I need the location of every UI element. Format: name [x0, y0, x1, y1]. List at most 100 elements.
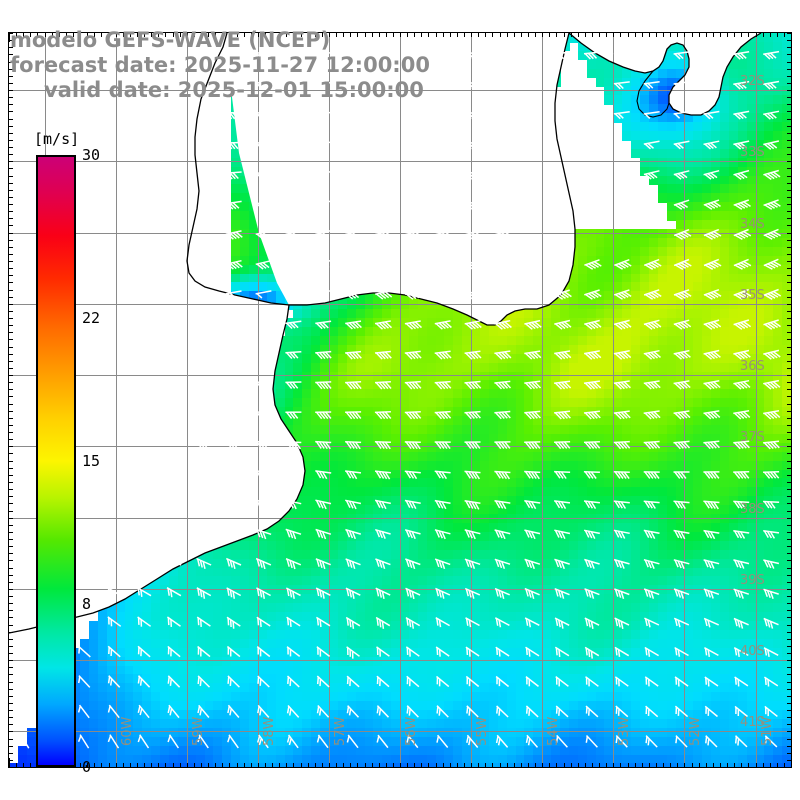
- raster-cell: [684, 157, 694, 168]
- raster-cell: [755, 273, 766, 284]
- raster-cell: [657, 282, 668, 292]
- raster-cell: [675, 220, 686, 230]
- raster-cell: [746, 148, 757, 159]
- raster-cell: [693, 264, 703, 275]
- raster-cell: [515, 335, 526, 346]
- raster-cell: [719, 193, 730, 203]
- raster-cell: [577, 237, 588, 248]
- raster-cell: [782, 104, 791, 114]
- raster-cell: [675, 300, 686, 310]
- raster-cell: [764, 184, 774, 194]
- raster-cell: [719, 255, 730, 266]
- raster-cell: [631, 335, 641, 346]
- raster-cell: [702, 282, 712, 292]
- raster-cell: [444, 335, 454, 346]
- raster-cell: [675, 309, 686, 319]
- raster-cell: [693, 122, 703, 132]
- raster-cell: [773, 237, 783, 248]
- raster-cell: [320, 327, 330, 337]
- raster-cell: [746, 291, 757, 301]
- raster-cell: [773, 300, 783, 310]
- raster-cell: [666, 122, 677, 132]
- raster-cell: [755, 318, 766, 328]
- raster-cell: [453, 327, 463, 337]
- raster-cell: [755, 211, 766, 221]
- raster-cell: [604, 246, 614, 257]
- raster-cell: [782, 229, 791, 239]
- raster-cell: [773, 148, 783, 159]
- raster-cell: [684, 211, 694, 221]
- raster-cell: [506, 327, 517, 337]
- raster-cell: [755, 255, 766, 266]
- raster-cell: [693, 184, 703, 194]
- raster-cell: [693, 175, 703, 186]
- raster-cell: [631, 246, 641, 257]
- raster-cell: [328, 335, 339, 346]
- raster-cell: [693, 282, 703, 292]
- raster-cell: [604, 300, 614, 310]
- raster-cell: [711, 327, 721, 337]
- raster-cell: [711, 184, 721, 194]
- raster-cell: [702, 148, 712, 159]
- raster-cell: [657, 148, 668, 159]
- raster-cell: [693, 255, 703, 266]
- raster-cell: [746, 309, 757, 319]
- raster-cell: [631, 131, 641, 141]
- raster-cell: [373, 327, 383, 337]
- raster-cell: [728, 291, 739, 301]
- raster-cell: [728, 327, 739, 337]
- raster-cell: [782, 237, 791, 248]
- raster-cell: [684, 184, 694, 194]
- raster-cell: [657, 318, 668, 328]
- raster-cell: [639, 131, 650, 141]
- raster-cell: [711, 246, 721, 257]
- raster-cell: [782, 86, 791, 96]
- raster-cell: [764, 220, 774, 230]
- raster-cell: [693, 229, 703, 239]
- raster-cell: [648, 246, 659, 257]
- raster-cell: [755, 264, 766, 275]
- raster-cell: [648, 237, 659, 248]
- raster-cell: [782, 122, 791, 132]
- raster-cell: [746, 264, 757, 275]
- raster-cell: [648, 300, 659, 310]
- raster-cell: [728, 193, 739, 203]
- raster-cell: [737, 131, 748, 141]
- raster-cell: [693, 113, 703, 123]
- raster-cell: [719, 229, 730, 239]
- raster-cell: [675, 282, 686, 292]
- raster-cell: [684, 175, 694, 186]
- raster-cell: [631, 264, 641, 275]
- raster-cell: [728, 202, 739, 212]
- raster-cell: [622, 122, 632, 132]
- raster-cell: [782, 166, 791, 177]
- raster-cell: [373, 335, 383, 346]
- raster-cell: [471, 327, 481, 337]
- raster-cell: [631, 237, 641, 248]
- raster-cell: [782, 318, 791, 328]
- raster-cell: [666, 113, 677, 123]
- raster-cell: [711, 300, 721, 310]
- raster-cell: [711, 282, 721, 292]
- raster-cell: [782, 246, 791, 257]
- raster-cell: [657, 300, 668, 310]
- raster-cell: [417, 327, 428, 337]
- raster-cell: [755, 246, 766, 257]
- raster-cell: [782, 202, 791, 212]
- raster-cell: [773, 41, 783, 52]
- raster-cell: [782, 184, 791, 194]
- raster-cell: [666, 255, 677, 266]
- raster-cell: [719, 157, 730, 168]
- raster-cell: [728, 175, 739, 186]
- raster-cell: [702, 211, 712, 221]
- map-frame: [8, 32, 792, 768]
- raster-cell: [684, 148, 694, 159]
- raster-cell: [755, 148, 766, 159]
- raster-cell: [773, 122, 783, 132]
- raster-cell: [426, 327, 437, 337]
- raster-cell: [622, 335, 632, 346]
- raster-cell: [622, 282, 632, 292]
- raster-cell: [355, 335, 366, 346]
- raster-cell: [737, 148, 748, 159]
- raster-cell: [648, 309, 659, 319]
